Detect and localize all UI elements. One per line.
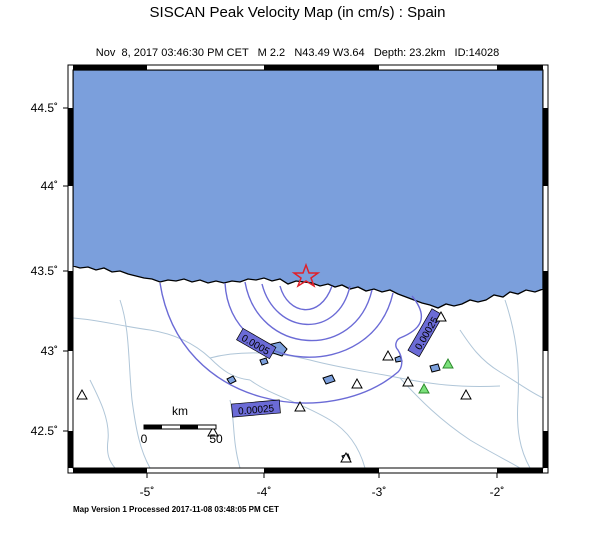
event-datetime: Nov 8, 2017 03:46:30 PM CET <box>95 47 249 59</box>
station-triangle <box>402 375 414 387</box>
contour-line-1 <box>279 285 333 311</box>
event-magnitude: M 2.2 <box>257 47 286 59</box>
map-title: SISCAN Peak Velocity Map (in cm/s) : Spa… <box>149 4 446 21</box>
contour-line-0.00025 <box>159 282 423 404</box>
longitude-labels: -5˚ -4˚ -3˚ -2˚ <box>140 485 505 499</box>
event-info: Nov 8, 2017 03:46:30 PM CET M 2.2 N43.49… <box>0 47 595 59</box>
event-depth: Depth: 23.2km <box>373 47 446 59</box>
station-triangle <box>382 349 394 361</box>
lat-label: 43˚ <box>41 344 58 358</box>
station-triangle <box>294 400 306 412</box>
contour-line-0.0005 <box>224 282 394 358</box>
epicenter-star <box>291 262 321 288</box>
station-triggered <box>418 382 430 394</box>
event-location: N43.49 W3.64 <box>294 47 365 59</box>
station-triangle <box>76 388 88 400</box>
station-triangle <box>435 310 447 322</box>
lon-label: -3˚ <box>372 485 387 499</box>
sea-area <box>73 70 543 309</box>
triggered-stations <box>418 357 454 394</box>
contour-line-2 <box>261 283 351 326</box>
latitude-labels: 44.5˚ 44˚ 43.5˚ 43˚ 42.5˚ <box>31 101 58 438</box>
stations <box>76 310 472 463</box>
station-triangle <box>207 425 219 437</box>
scale-bar-start: 0 <box>141 432 148 446</box>
lon-label: -4˚ <box>257 485 272 499</box>
scale-bar-end: 50 <box>209 432 223 446</box>
contour-line-3 <box>244 281 373 342</box>
map-version-footer: Map Version 1 Processed 2017-11-08 03:48… <box>73 505 279 514</box>
station-triggered <box>442 357 454 369</box>
axis-ticks <box>63 107 498 478</box>
lon-label: -2˚ <box>490 485 505 499</box>
station-triangle <box>460 388 472 400</box>
station-triangle <box>340 451 352 463</box>
lat-label: 44.5˚ <box>31 101 58 115</box>
lat-label: 43.5˚ <box>31 264 58 278</box>
scale-bar <box>143 424 217 430</box>
scale-bar-unit: km <box>172 404 188 418</box>
contour-label-2: 0.00025 <box>231 399 281 418</box>
lat-label: 44˚ <box>41 179 58 193</box>
velocity-contours <box>159 281 423 404</box>
event-id: ID:14028 <box>454 47 500 59</box>
svg-text:0.00025: 0.00025 <box>238 403 275 417</box>
station-triangle <box>351 377 363 389</box>
map-frame <box>67 64 549 474</box>
lat-label: 42.5˚ <box>31 424 58 438</box>
lon-label: -5˚ <box>140 485 155 499</box>
